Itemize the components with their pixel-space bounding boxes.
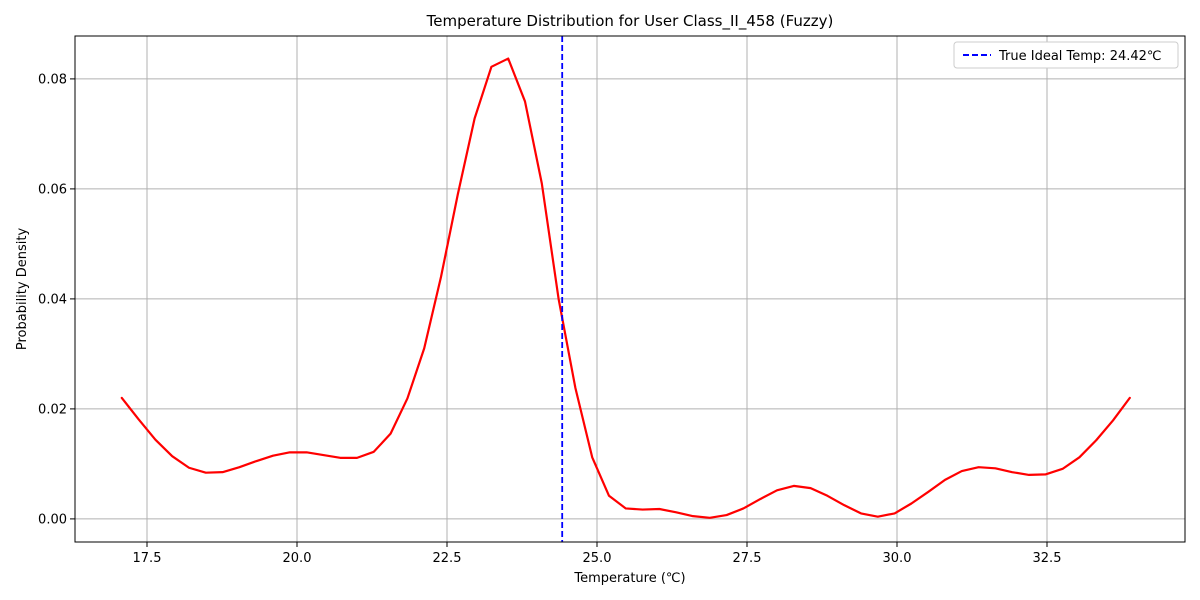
y-tick-label: 0.04 — [38, 292, 67, 307]
x-tick-label: 27.5 — [733, 551, 762, 566]
density-curve — [120, 57, 1131, 519]
x-tick-label: 30.0 — [883, 551, 912, 566]
x-tick-label: 17.5 — [133, 551, 162, 566]
legend-vline-label: True Ideal Temp: 24.42℃ — [998, 49, 1162, 64]
y-tick-label: 0.02 — [38, 402, 67, 417]
legend-box — [953, 41, 1179, 69]
y-tick-label: 0.06 — [38, 182, 67, 197]
grid-lines — [75, 36, 1185, 542]
y-axis-label: Probability Density — [15, 228, 30, 351]
x-tick-label: 25.0 — [583, 551, 612, 566]
x-tick-label: 22.5 — [433, 551, 462, 566]
plot-frame — [74, 35, 1186, 543]
x-tick-label: 32.5 — [1033, 551, 1062, 566]
legend: True Ideal Temp: 24.42℃ — [953, 41, 1179, 69]
x-axis-label: Temperature (℃) — [573, 571, 685, 586]
x-tick-label: 20.0 — [283, 551, 312, 566]
y-tick-label: 0.00 — [38, 512, 67, 527]
y-tick-label: 0.08 — [38, 72, 67, 87]
plot-area — [120, 36, 1131, 542]
chart-title: Temperature Distribution for User Class_… — [426, 12, 834, 31]
axis-ticks: 17.5 20.0 22.5 25.0 27.5 30.0 32.5 0.00 0.02 0.04… — [38, 72, 1061, 566]
